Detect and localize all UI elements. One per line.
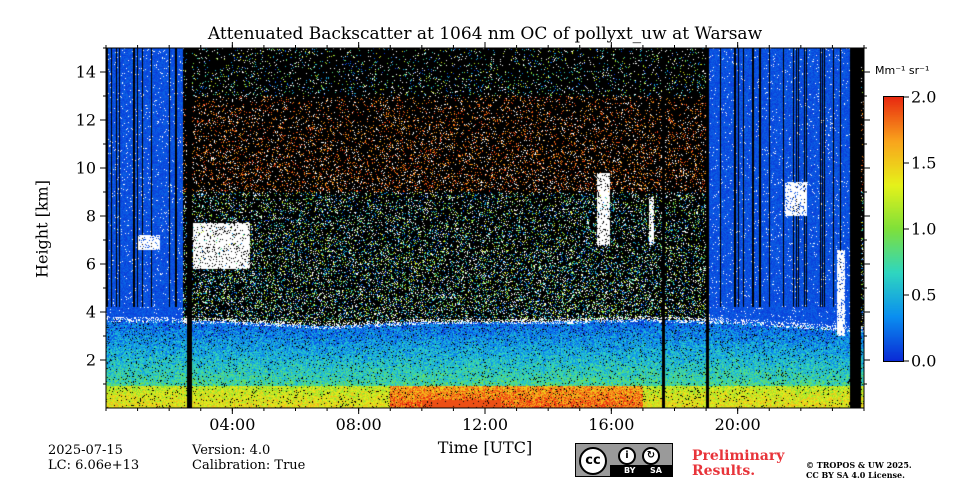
x-tick-label-04:00: 04:00 <box>209 415 256 434</box>
x-tick-label-16:00: 16:00 <box>588 415 635 434</box>
license-notice: CC BY SA 4.0 License. <box>806 470 905 480</box>
y-tick-label-6: 6 <box>85 254 96 274</box>
y-tick-label-4: 4 <box>85 302 96 322</box>
colorbar <box>883 96 904 362</box>
colorbar-tick-label-1.5: 1.5 <box>911 153 937 173</box>
copyright-notice: © TROPOS & UW 2025. <box>806 460 912 470</box>
y-tick-label-12: 12 <box>75 110 96 130</box>
chart-title: Attenuated Backscatter at 1064 nm OC of … <box>207 24 763 44</box>
sa-label: SA <box>650 466 662 475</box>
footer-date: 2025-07-15 <box>48 443 123 458</box>
colorbar-tick-label-1.0: 1.0 <box>911 219 937 239</box>
x-tick-label-08:00: 08:00 <box>335 415 382 434</box>
y-tick-label-14: 14 <box>75 62 96 82</box>
cc-by-sa-logo: cc i ↻ BY SA <box>575 443 673 477</box>
colorbar-unit-label: Mm⁻¹ sr⁻¹ <box>875 64 930 77</box>
x-axis-label: Time [UTC] <box>437 438 533 457</box>
footer-lidar-constant: LC: 6.06e+13 <box>48 458 140 473</box>
x-tick-label-20:00: 20:00 <box>714 415 761 434</box>
y-tick-label-2: 2 <box>85 350 96 370</box>
preliminary-results-line2: Results. <box>692 463 756 479</box>
cc-license-strip: BY SA <box>610 465 672 476</box>
footer-version: Version: 4.0 <box>192 443 271 458</box>
y-axis-label: Height [km] <box>32 180 52 278</box>
preliminary-results-line1: Preliminary <box>692 448 785 464</box>
attribution-person-icon: i <box>618 447 636 465</box>
by-label: BY <box>624 466 636 475</box>
backscatter-heatmap <box>106 48 864 408</box>
colorbar-tick-label-2.0: 2.0 <box>911 87 937 107</box>
y-tick-label-8: 8 <box>85 206 96 226</box>
y-tick-label-10: 10 <box>75 158 96 178</box>
cc-icon: cc <box>579 447 607 475</box>
colorbar-tick-label-0.0: 0.0 <box>911 351 937 371</box>
share-alike-icon: ↻ <box>642 447 660 465</box>
colorbar-tick-label-0.5: 0.5 <box>911 285 937 305</box>
footer-calibration: Calibration: True <box>192 458 306 473</box>
x-tick-label-12:00: 12:00 <box>461 415 509 434</box>
